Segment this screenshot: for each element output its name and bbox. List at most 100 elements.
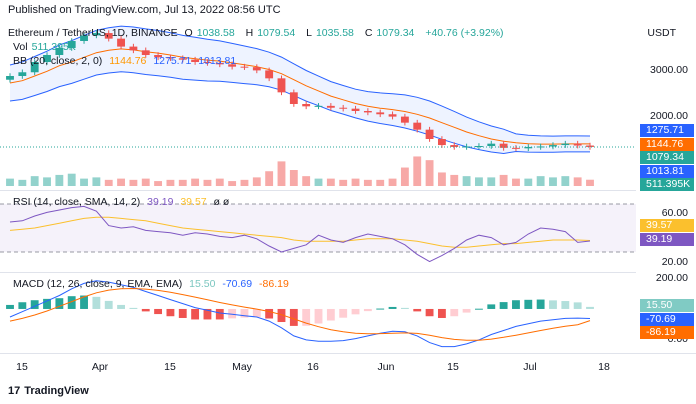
volume-bar <box>18 179 27 186</box>
volume-bar <box>326 178 335 186</box>
candle-body <box>450 145 459 147</box>
currency-label: USDT <box>647 27 676 39</box>
volume-bar <box>462 176 471 186</box>
volume-bar <box>425 160 434 186</box>
volume-bar <box>351 178 360 186</box>
candle-body <box>351 108 360 111</box>
time-tick: 15 <box>16 361 28 373</box>
volume-bar <box>141 178 150 186</box>
macd-signal-line <box>9 287 591 341</box>
volume-bar <box>450 174 459 186</box>
main-legend: Ethereum / TetherUS, 1D, BINANCE O 1038.5… <box>8 27 508 39</box>
macd-histogram-bar <box>18 302 27 309</box>
macd-histogram-bar <box>437 308 446 318</box>
volume-bar <box>561 176 570 186</box>
symbol-label[interactable]: Ethereum / TetherUS, 1D, BINANCE <box>8 27 178 39</box>
volume-bar <box>129 179 138 186</box>
macd-histogram-bar <box>499 302 508 309</box>
candle-body <box>203 62 212 63</box>
macd-histogram-bar <box>549 300 557 309</box>
volume-bar <box>289 170 298 186</box>
bb-upper-line <box>9 25 591 137</box>
volume-bar <box>104 179 113 186</box>
macd-histogram-bar <box>117 304 125 309</box>
volume-bar <box>413 156 422 186</box>
time-tick: Apr <box>91 361 109 373</box>
volume-bar <box>166 179 175 186</box>
macd-histogram-bar <box>228 308 237 319</box>
volume-bar <box>437 172 446 186</box>
candle-body <box>228 64 237 67</box>
macd-histogram-bar <box>43 298 51 309</box>
candle-body <box>191 59 200 62</box>
candle-body <box>561 143 570 146</box>
macd-histogram-bar <box>104 300 113 309</box>
volume-bar <box>573 177 582 186</box>
volume-bar <box>6 178 14 186</box>
time-axis-separator <box>0 353 696 354</box>
macd-histogram-bar <box>388 306 397 309</box>
bb-band-fill <box>10 26 590 154</box>
change-label: +40.76 (+3.92%) <box>425 27 504 39</box>
macd-histogram-bar <box>475 308 483 310</box>
candle-body <box>524 146 533 149</box>
macd-histogram-bar <box>55 298 64 309</box>
macd-histogram-bar <box>289 308 298 326</box>
macd-histogram-bar <box>400 307 409 309</box>
candle-body <box>104 33 113 39</box>
volume-bar <box>487 177 496 186</box>
tradingview-logo[interactable]: 17 TradingView <box>8 385 89 397</box>
time-tick: 18 <box>598 361 610 373</box>
volume-bar <box>376 179 385 186</box>
macd-histogram-bar <box>512 300 520 309</box>
macd-histogram-bar <box>462 308 471 313</box>
pane-separator[interactable] <box>0 190 636 191</box>
macd-tick: 200.00 <box>655 272 688 284</box>
volume-bar <box>524 178 533 186</box>
candle-body <box>80 35 88 41</box>
rsi-legend[interactable]: RSI (14, close, SMA, 14, 2) 39.19 39.57 … <box>13 196 230 208</box>
macd-histogram-bar <box>363 308 372 312</box>
low-label: L 1035.58 <box>306 27 354 39</box>
macd-hist-badge: 15.50 <box>640 299 694 312</box>
candle-body <box>388 114 397 117</box>
candle-body <box>18 72 27 76</box>
macd-histogram-bar <box>277 308 286 323</box>
macd-histogram-bar <box>265 308 274 319</box>
volume-bar <box>339 179 348 186</box>
bb-lower-badge: 1013.81 <box>640 165 694 178</box>
bb-lower-line <box>9 71 590 155</box>
volume-bar <box>363 179 372 186</box>
candle-body <box>265 70 274 79</box>
volume-bar <box>549 177 557 186</box>
volume-bar <box>388 178 397 186</box>
volume-bar <box>240 179 249 186</box>
candle-body <box>215 62 224 65</box>
macd-signal-badge: -86.19 <box>640 326 694 339</box>
candle-body <box>549 145 557 147</box>
rsi-band <box>0 204 636 252</box>
candle-body <box>487 143 496 146</box>
volume-bar <box>512 178 520 186</box>
candle-body <box>363 111 372 113</box>
macd-histogram-bar <box>6 304 14 309</box>
time-tick: Jul <box>523 361 537 373</box>
volume-bar <box>228 181 237 186</box>
candle-body <box>55 48 64 55</box>
candle-body <box>67 41 76 48</box>
volume-bar <box>265 171 274 186</box>
macd-legend[interactable]: MACD (12, 26, close, 9, EMA, EMA) 15.50 … <box>13 278 289 290</box>
volume-bar <box>215 178 224 186</box>
volume-legend[interactable]: Vol 511.395K <box>13 41 76 53</box>
time-tick: 15 <box>447 361 459 373</box>
candle-body <box>413 122 422 130</box>
bb-legend[interactable]: BB (20, close, 2, 0) 1144.76 1275.71 101… <box>13 55 237 67</box>
candle-body <box>289 92 298 104</box>
volume-bar <box>55 174 64 186</box>
pane-separator[interactable] <box>0 272 636 273</box>
candle-body <box>277 78 286 93</box>
rsi-sma-line <box>9 216 591 248</box>
macd-badge: -70.69 <box>640 313 694 326</box>
